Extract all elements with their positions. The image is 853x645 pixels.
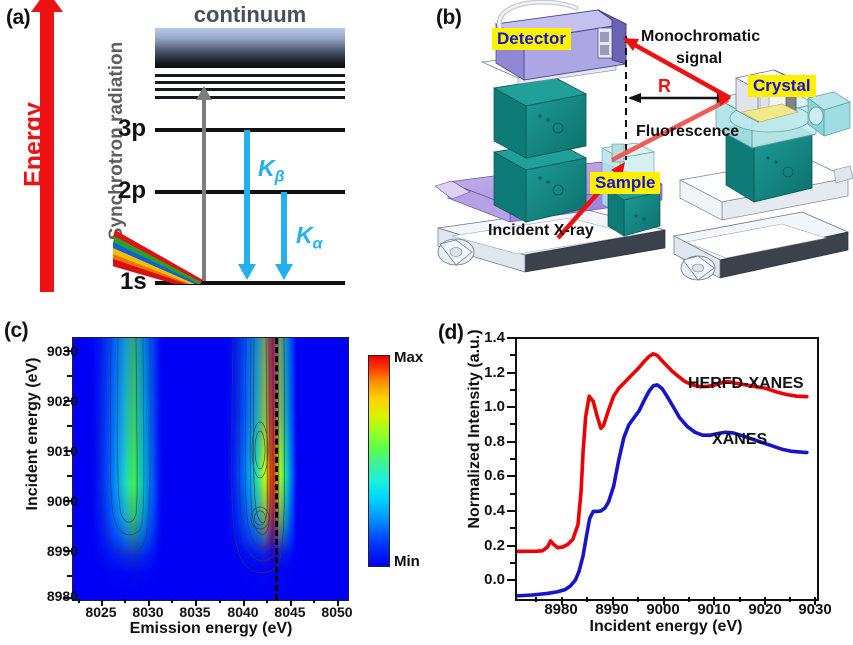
panel-a-energy-level-diagram: (a) Energy Synchrotron radiation continu… [0, 0, 430, 315]
panel-c-xtick-8035: 8035 [179, 604, 211, 620]
panel-c-label: (c) [4, 319, 29, 342]
level-line-1s [155, 281, 345, 285]
panel-d-ytick-1.0: 1.0 [484, 398, 505, 415]
panel-d-ytick-1.2: 1.2 [484, 364, 505, 381]
rydberg-level-1 [155, 74, 345, 77]
continuum-label: continuum [193, 2, 307, 27]
xanes-curves-svg [515, 351, 809, 598]
panel-c-xtick-8050: 8050 [321, 604, 353, 620]
panel-c-ytick-9030: 9030 [46, 343, 78, 359]
rydberg-level-4 [155, 96, 345, 99]
k-beta-label: Kβ [258, 155, 285, 186]
k-alpha-label: Kα [296, 222, 323, 253]
panel-d-ytick-0.0: 0.0 [484, 571, 505, 588]
energy-axis-label: Energy [19, 102, 48, 187]
level-line-2p [155, 190, 345, 194]
panel-b-label: (b) [436, 6, 462, 29]
level-line-3p [155, 128, 345, 132]
panel-b-instrument-photo: (b) [430, 0, 853, 315]
panel-d-ytick-1.4: 1.4 [484, 329, 505, 346]
panel-c-ytick-8990: 8990 [46, 543, 78, 559]
xanes-series-label: XANES [712, 431, 768, 448]
panel-c-x-axis-label: Emission energy (eV) [129, 620, 293, 637]
xanes-curve [515, 383, 809, 598]
colorbar-max-label: Max [394, 349, 424, 366]
panel-d-xtick-9000: 9000 [646, 601, 680, 618]
panel-d-xtick-9010: 9010 [697, 601, 731, 618]
rixs-contour-svg [73, 338, 348, 600]
panel-c-rixs-map: (c) Incident energy (eV) Emission energy… [0, 315, 430, 645]
panel-d-xtick-9030: 9030 [798, 601, 832, 618]
panel-c-ytick-9020: 9020 [46, 393, 78, 409]
continuum-band [155, 28, 345, 68]
panel-d-ytick-0.2: 0.2 [484, 537, 505, 554]
detector-label: Detector [492, 28, 571, 50]
panel-c-xtick-8025: 8025 [85, 604, 117, 620]
rydberg-level-2 [155, 81, 345, 84]
panel-d-xtick-8980: 8980 [544, 601, 578, 618]
rydberg-level-3 [155, 88, 345, 91]
incident-xray-label: Incident X-ray [488, 222, 594, 239]
monochromatic-signal-label-line1: Monochromatic [641, 28, 761, 45]
panel-d-xtick-9020: 9020 [748, 601, 782, 618]
panel-d-ytick-0.4: 0.4 [484, 502, 505, 519]
colorbar-min-label: Min [394, 553, 420, 570]
k-alpha-emission-arrow [275, 192, 293, 280]
panel-c-colorbar [368, 355, 390, 567]
crystal-label: Crystal [748, 75, 816, 97]
panel-d-ytick-0.8: 0.8 [484, 433, 505, 450]
spectrometer-diagram [434, 0, 853, 281]
panel-c-xtick-8030: 8030 [132, 604, 164, 620]
herfd-cut-dashed-line [275, 338, 278, 600]
panel-c-ytick-8980: 8980 [46, 588, 78, 604]
panel-d-x-axis-label: Incident energy (eV) [589, 618, 743, 635]
panel-d-label: (d) [438, 321, 464, 344]
radius-label: R [658, 76, 671, 96]
panel-d-xanes-comparison: (d) Normalized Intensity (a.u.) Incident… [430, 315, 853, 645]
xanes-plot-area [515, 337, 819, 601]
rixs-heatmap-plot-area [72, 337, 349, 601]
panel-d-ytick-0.6: 0.6 [484, 467, 505, 484]
fluorescence-label: Fluorescence [636, 123, 740, 140]
panel-c-xtick-8040: 8040 [227, 604, 259, 620]
panel-d-xtick-8990: 8990 [595, 601, 629, 618]
panel-c-xtick-8045: 8045 [274, 604, 306, 620]
panel-c-ytick-9010: 9010 [46, 443, 78, 459]
k-beta-emission-arrow [238, 130, 256, 280]
level-label-3p: 3p [118, 115, 147, 142]
monochromatic-signal-label-line2: signal [676, 50, 723, 67]
panel-a-label: (a) [6, 6, 31, 29]
panel-c-ytick-9000: 9000 [46, 493, 78, 509]
herfd-xanes-series-label: HERFD-XANES [688, 375, 804, 392]
sample-label: Sample [590, 172, 661, 194]
energy-axis-arrow [31, 0, 63, 292]
herfd-xanes-curve [515, 351, 809, 554]
synchrotron-beam-rainbow [113, 230, 203, 284]
level-label-2p: 2p [118, 177, 147, 204]
excitation-arrow [196, 86, 212, 281]
